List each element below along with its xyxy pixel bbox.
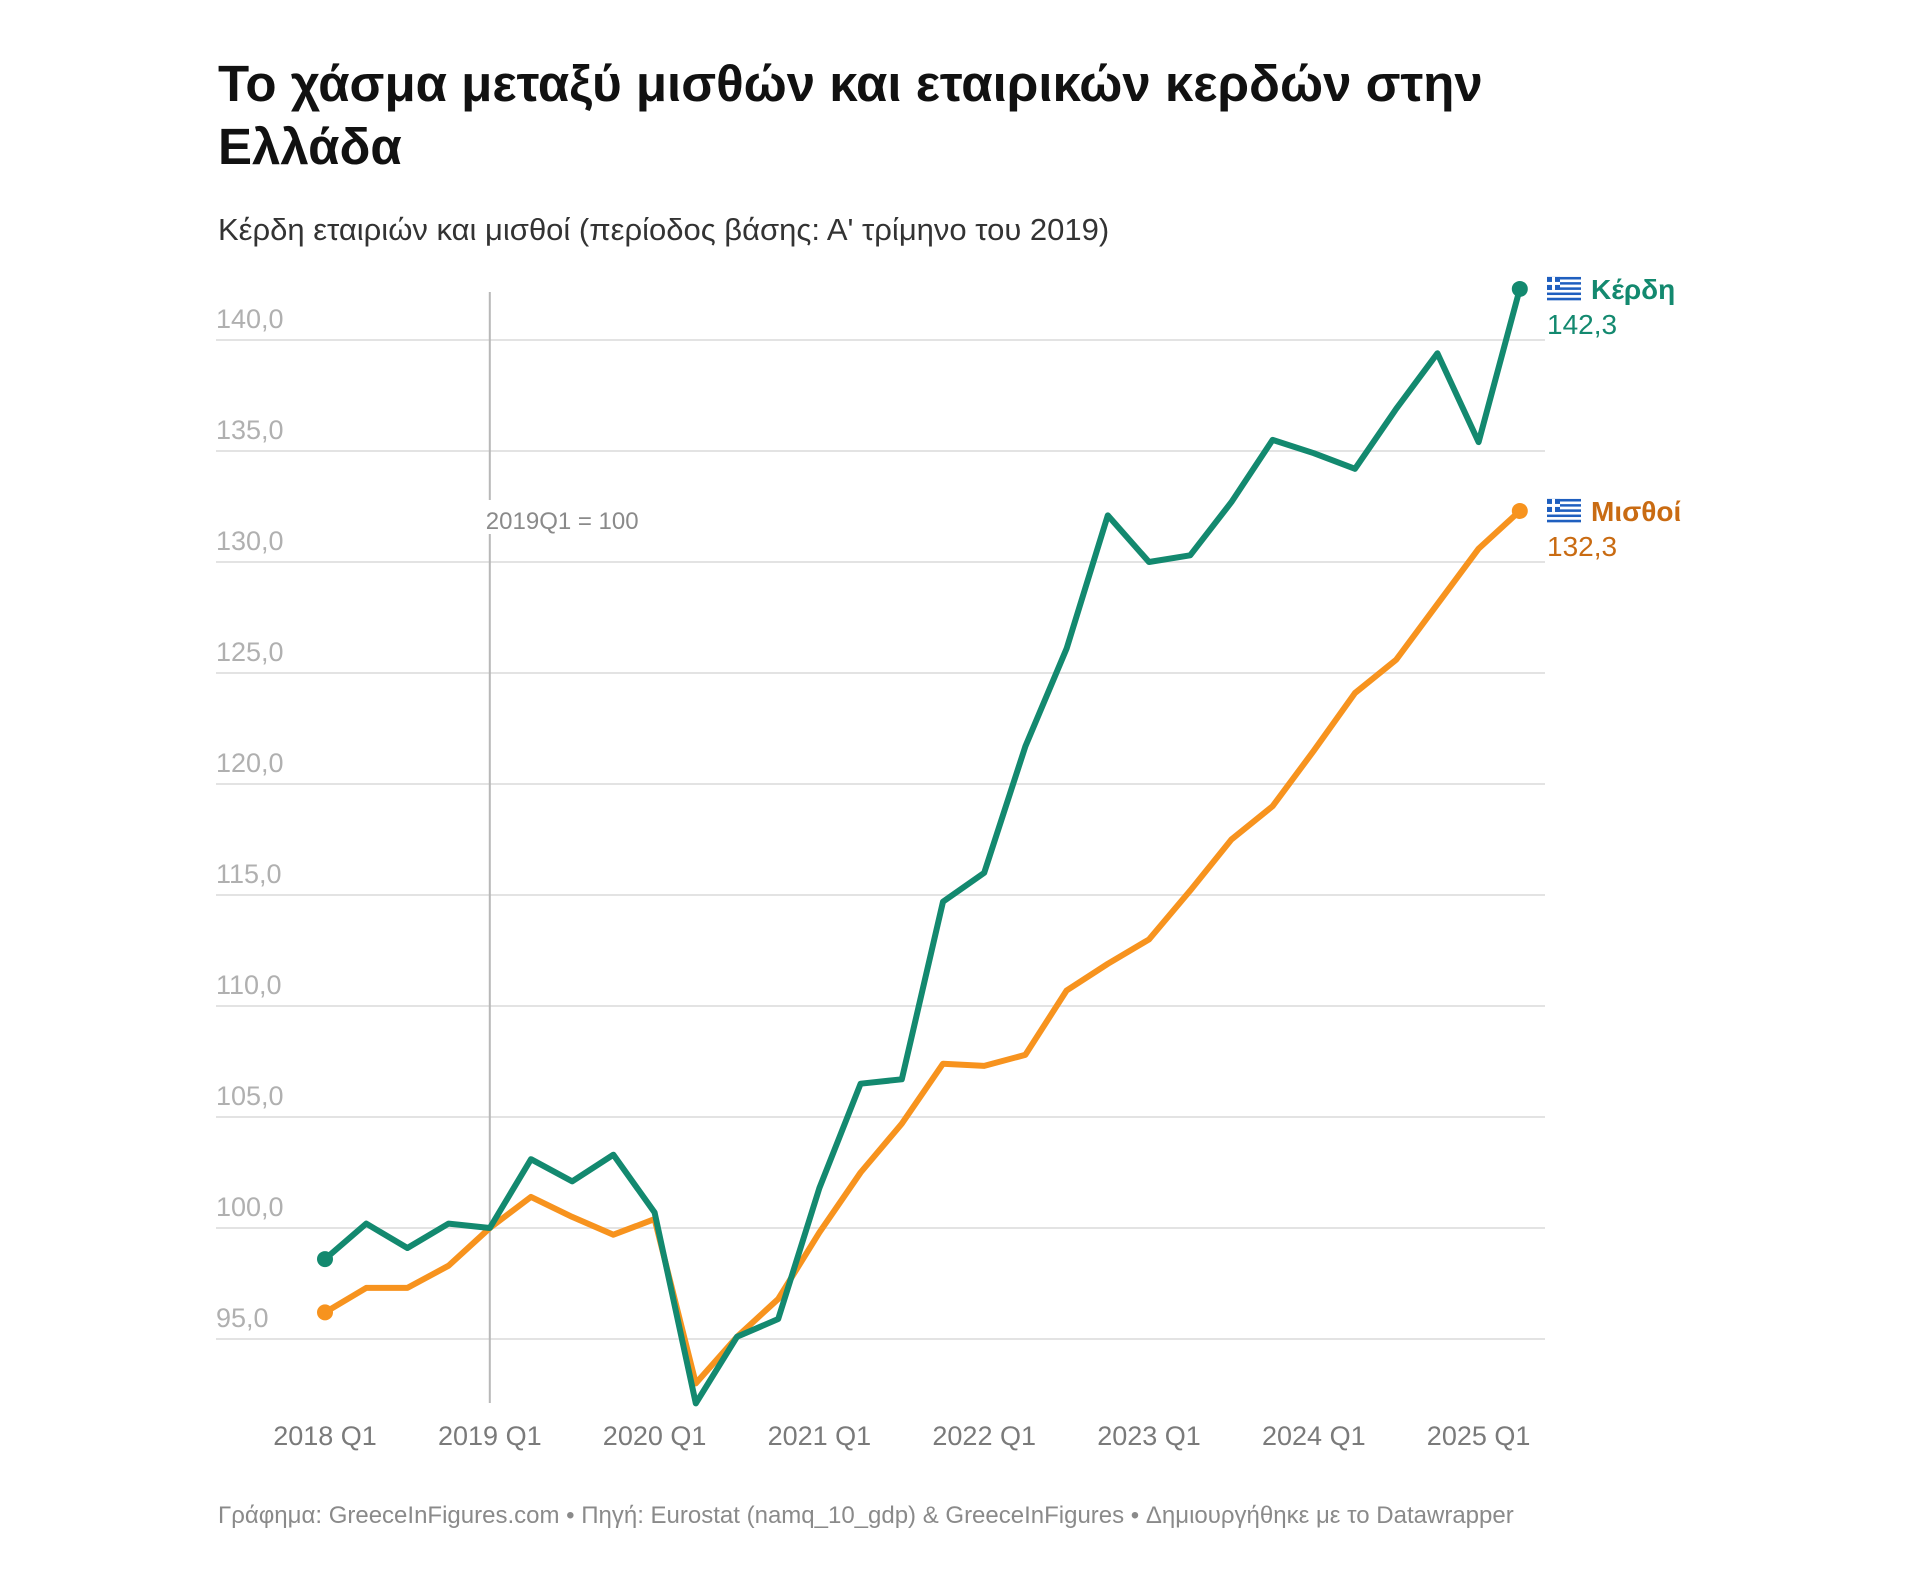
- y-tick-label: 125,0: [216, 637, 284, 667]
- x-tick-label: 2020 Q1: [603, 1421, 707, 1451]
- flag-stripe: [1547, 511, 1581, 515]
- flag-stripe: [1547, 295, 1581, 298]
- chart-title: Το χάσμα μεταξύ μισθών και εταιρικών κερ…: [218, 55, 1483, 175]
- x-tick-label: 2024 Q1: [1262, 1421, 1366, 1451]
- series-start-point-wages: [317, 1304, 333, 1321]
- y-tick-label: 135,0: [216, 415, 284, 445]
- flag-stripe: [1547, 292, 1581, 296]
- flag-stripe: [1547, 282, 1581, 285]
- series-line-wages: [322, 507, 1523, 1387]
- y-tick-label: 100,0: [216, 1192, 284, 1222]
- flag-cross-h: [1547, 503, 1560, 507]
- flag-stripe: [1547, 517, 1581, 520]
- greek-flag-icon: [1547, 276, 1581, 301]
- series-label-wages: Μισθοί: [1591, 496, 1681, 527]
- flag-stripe: [1547, 504, 1581, 507]
- series-value-profits: 142,3: [1547, 309, 1617, 340]
- reference-annotation: 2019Q1 = 100: [486, 508, 639, 535]
- flag-stripe: [1547, 514, 1581, 518]
- flag-stripe: [1547, 501, 1581, 505]
- flag-stripe: [1547, 297, 1581, 301]
- flag-stripe: [1547, 287, 1581, 290]
- y-tick-label: 120,0: [216, 748, 284, 778]
- x-tick-label: 2019 Q1: [438, 1421, 542, 1451]
- flag-cross-h: [1547, 281, 1560, 285]
- y-axis: 95,0 100,0 105,0 110,0 115,0 120,0 125,0 130,0 1…: [216, 304, 284, 1333]
- series-end-point-profits: [1511, 280, 1528, 297]
- flag-stripe: [1547, 284, 1581, 288]
- x-tick-label: 2025 Q1: [1427, 1421, 1531, 1451]
- x-tick-label: 2018 Q1: [273, 1421, 377, 1451]
- flag-stripe: [1547, 506, 1581, 510]
- greek-flag-icon: [1547, 498, 1581, 523]
- flag-stripe: [1547, 289, 1581, 293]
- x-tick-label: 2021 Q1: [768, 1421, 872, 1451]
- flag-stripe: [1547, 509, 1581, 512]
- x-tick-label: 2023 Q1: [1097, 1421, 1201, 1451]
- chart-footer: Γράφημα: GreeceInFigures.com • Πηγή: Eur…: [218, 1502, 1514, 1529]
- x-tick-label: 2022 Q1: [932, 1421, 1036, 1451]
- series-labels: Κέρδη 142,3 Μισθοί 132,3: [1547, 274, 1681, 562]
- x-axis: 2018 Q1 2019 Q1 2020 Q1 2021 Q1 2022 Q1 2023 …: [273, 1421, 1530, 1451]
- flag-stripe: [1547, 519, 1581, 523]
- series-label-profits: Κέρδη: [1591, 274, 1675, 305]
- series-layer: [317, 280, 1528, 1407]
- flag-stripe: [1547, 279, 1581, 283]
- series-start-point-profits: [317, 1251, 333, 1268]
- y-tick-label: 110,0: [216, 970, 282, 1000]
- y-tick-label: 130,0: [216, 526, 284, 556]
- series-line-profits: [322, 285, 1523, 1407]
- series-end-point-wages: [1511, 502, 1528, 519]
- gridlines: [216, 339, 1545, 1340]
- y-tick-label: 105,0: [216, 1081, 284, 1111]
- series-value-wages: 132,3: [1547, 531, 1617, 562]
- chart-subtitle: Κέρδη εταιριών και μισθοί (περίοδος βάση…: [218, 212, 1110, 247]
- annotation-layer: 2019Q1 = 100: [486, 292, 639, 1403]
- flag-stripe: [1547, 276, 1581, 280]
- y-tick-label: 140,0: [216, 304, 284, 334]
- y-tick-label: 115,0: [216, 859, 282, 889]
- flag-stripe: [1547, 498, 1581, 502]
- y-tick-label: 95,0: [216, 1303, 269, 1333]
